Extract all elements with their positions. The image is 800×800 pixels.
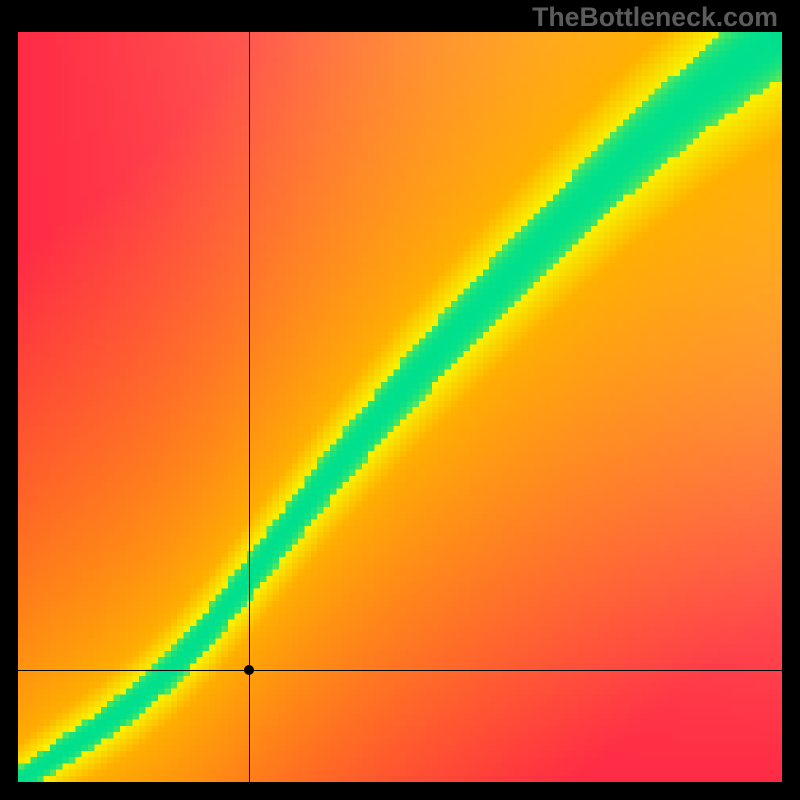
crosshair-horizontal — [18, 670, 782, 671]
heatmap-plot-area — [18, 32, 782, 782]
watermark-text: TheBottleneck.com — [532, 2, 778, 33]
crosshair-marker — [244, 665, 254, 675]
